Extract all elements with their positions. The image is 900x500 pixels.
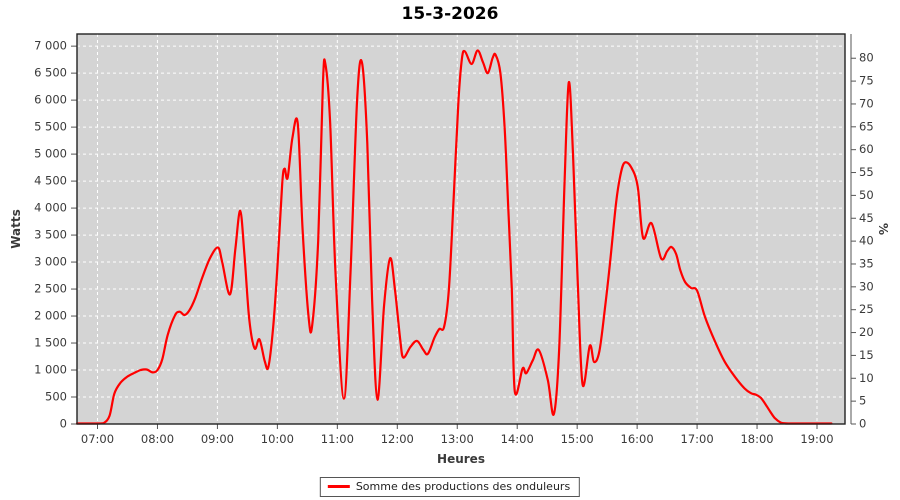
legend-line-swatch <box>327 485 350 488</box>
y-tick-label-left: 5 500 <box>34 120 67 134</box>
x-tick-label: 11:00 <box>321 432 354 446</box>
x-tick-label: 19:00 <box>800 432 833 446</box>
y-tick-label-left: 3 000 <box>34 255 67 269</box>
plot-area <box>77 34 845 424</box>
legend-label: Somme des productions des onduleurs <box>355 480 571 493</box>
y-tick-label-right: 15 <box>859 348 874 362</box>
y-tick-label-right: 20 <box>859 325 874 339</box>
y-tick-label-left: 2 000 <box>34 309 67 323</box>
plot-border <box>76 33 846 425</box>
x-tick-label: 13:00 <box>441 432 474 446</box>
x-tick-label: 12:00 <box>381 432 414 446</box>
y-tick-label-left: 7 000 <box>34 39 67 53</box>
x-tick-label: 15:00 <box>561 432 594 446</box>
series-line <box>76 49 833 425</box>
y-axis-right: 0 5 10 15 20 25 30 35 40 45 50 55 60 65 70 75 80 <box>850 34 874 431</box>
x-axis-title: Heures <box>437 452 485 466</box>
y-tick-label-left: 0 <box>60 417 67 431</box>
y-tick-label-right: 25 <box>859 302 874 316</box>
y-tick-label-right: 35 <box>859 256 874 270</box>
y-tick-label-left: 2 500 <box>34 282 67 296</box>
y-axis-title-right: % <box>876 223 890 235</box>
x-tick-label: 16:00 <box>621 432 654 446</box>
y-tick-label-left: 6 000 <box>34 93 67 107</box>
y-axis-left: 0 500 1 000 1 500 2 000 2 500 3 000 3 500 4 000 4… <box>34 39 77 431</box>
y-tick-label-right: 10 <box>859 371 874 385</box>
x-tick-label: 09:00 <box>201 432 234 446</box>
chart-title: 15-3-2026 <box>401 4 499 24</box>
x-tick-label: 08:00 <box>141 432 174 446</box>
y-tick-label-right: 40 <box>859 234 874 248</box>
y-tick-label-right: 75 <box>859 74 874 88</box>
x-tick-label: 14:00 <box>501 432 534 446</box>
y-tick-label-right: 45 <box>859 211 874 225</box>
y-tick-label-left: 3 500 <box>34 228 67 242</box>
y-tick-label-left: 1 000 <box>34 363 67 377</box>
legend: Somme des productions des onduleurs <box>319 477 581 497</box>
y-tick-label-left: 4 500 <box>34 174 67 188</box>
y-tick-label-left: 4 000 <box>34 201 67 215</box>
y-tick-label-right: 50 <box>859 188 874 202</box>
x-tick-label: 17:00 <box>681 432 714 446</box>
y-tick-label-left: 6 500 <box>34 66 67 80</box>
y-tick-label-left: 1 500 <box>34 336 67 350</box>
x-tick-label: 07:00 <box>81 432 114 446</box>
y-tick-label-right: 70 <box>859 96 874 110</box>
y-tick-label-right: 55 <box>859 165 874 179</box>
x-axis: 07:00 08:00 09:00 10:00 11:00 12:00 13:00 14:00… <box>81 424 834 446</box>
y-tick-label-right: 65 <box>859 119 874 133</box>
y-tick-label-right: 60 <box>859 142 874 156</box>
y-axis-title-left: Watts <box>9 209 23 249</box>
x-tick-label: 18:00 <box>740 432 773 446</box>
y-tick-label-right: 5 <box>859 394 866 408</box>
y-tick-label-right: 0 <box>859 417 866 431</box>
y-tick-label-left: 5 000 <box>34 147 67 161</box>
y-tick-label-left: 500 <box>45 390 67 404</box>
x-tick-label: 10:00 <box>261 432 294 446</box>
y-tick-label-right: 80 <box>859 51 874 65</box>
y-tick-label-right: 30 <box>859 279 874 293</box>
